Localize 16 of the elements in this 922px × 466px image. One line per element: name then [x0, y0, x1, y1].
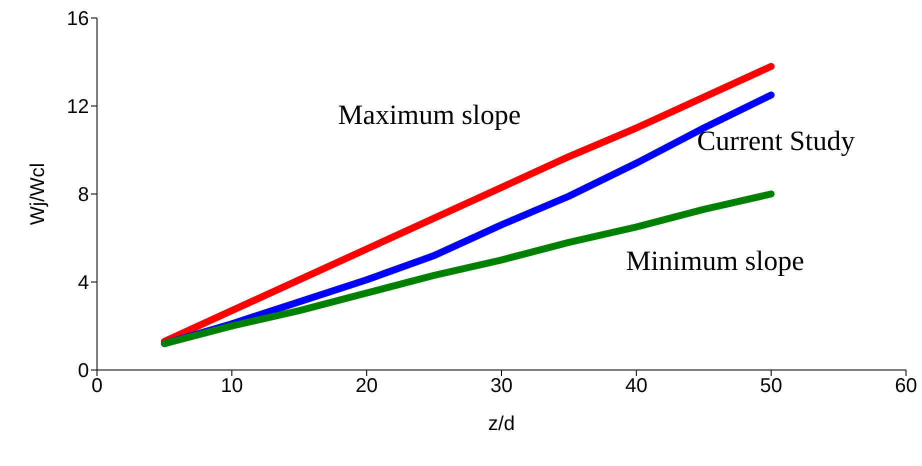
y-axis-title: Wj/Wcl — [27, 162, 50, 226]
x-axis-title: z/d — [488, 413, 515, 435]
x-tick-label: 50 — [760, 375, 782, 398]
y-tick-label: 16 — [66, 8, 89, 30]
series-label: Maximum slope — [338, 100, 521, 132]
y-tick-label: 0 — [78, 360, 89, 382]
series-label: Minimum slope — [626, 246, 804, 278]
x-tick-label: 40 — [625, 375, 648, 398]
x-tick-label: 10 — [220, 375, 243, 398]
y-tick-label: 4 — [78, 272, 89, 294]
x-tick-label: 20 — [356, 375, 378, 398]
y-tick-label: 12 — [66, 96, 89, 118]
series-label: Current Study — [697, 126, 855, 158]
x-tick-label: 60 — [894, 375, 918, 398]
y-tick-label: 8 — [78, 184, 89, 206]
x-tick-label: 30 — [490, 375, 513, 398]
